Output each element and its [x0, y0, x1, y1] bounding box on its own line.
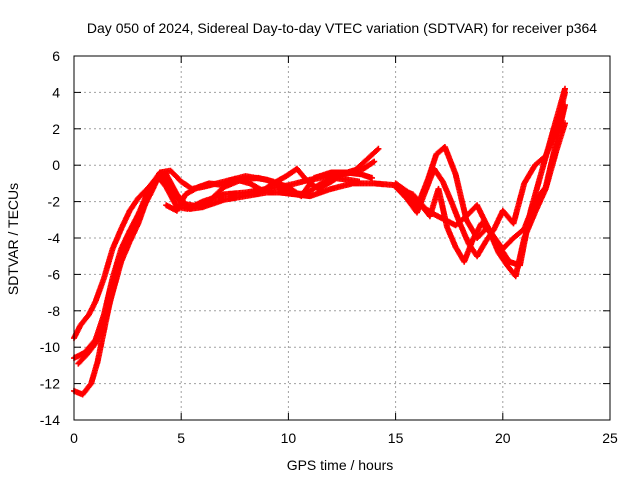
data-point — [371, 158, 378, 165]
data-point — [356, 178, 363, 185]
grid-lines — [74, 56, 610, 420]
y-axis-label: SDTVAR / TECUs — [5, 183, 21, 295]
y-tick-label: -14 — [40, 412, 60, 428]
y-tick-label: -10 — [40, 339, 60, 355]
y-tick-label: 0 — [52, 157, 60, 173]
series-track-5 — [163, 158, 378, 214]
data-point — [369, 174, 375, 181]
y-tick-label: 6 — [52, 48, 60, 64]
chart-title: Day 050 of 2024, Sidereal Day-to-day VTE… — [87, 20, 597, 36]
axes: 0 5 10 15 20 25 -14 -12 -10 -8 -6 -4 -2 0 2 4 6 — [40, 48, 618, 446]
series-track-7 — [392, 102, 568, 265]
series-track-6 — [392, 89, 568, 260]
data-point — [375, 145, 382, 152]
y-tick-label: -2 — [48, 194, 61, 210]
y-tick-label: -12 — [40, 376, 60, 392]
y-tick-label: -8 — [48, 303, 61, 319]
x-tick-label: 5 — [177, 430, 185, 446]
y-tick-label: 2 — [52, 121, 60, 137]
x-tick-label: 20 — [495, 430, 511, 446]
y-tick-label: -4 — [48, 230, 61, 246]
data-point — [562, 120, 568, 127]
x-tick-label: 10 — [281, 430, 297, 446]
x-tick-label: 25 — [602, 430, 618, 446]
y-tick-label: -6 — [48, 266, 61, 282]
data-marks — [71, 85, 568, 398]
series-track-9 — [396, 120, 568, 280]
x-tick-label: 15 — [388, 430, 404, 446]
data-point — [374, 146, 381, 153]
data-point — [562, 85, 568, 92]
x-tick-label: 0 — [70, 430, 78, 446]
y-tick-label: 4 — [52, 84, 60, 100]
x-axis-label: GPS time / hours — [287, 457, 394, 473]
